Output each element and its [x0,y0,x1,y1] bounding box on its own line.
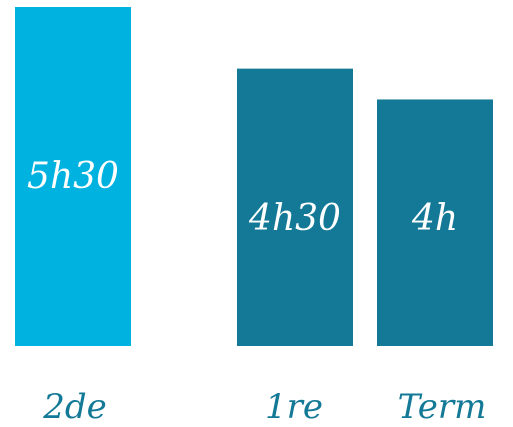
bar-term [377,99,493,346]
value-labels-group: 5h30 4h30 4h [27,156,458,239]
data-label-2de: 5h30 [27,156,119,197]
category-labels-group: 2de 1re Term [42,387,486,427]
bar-1re [237,68,353,347]
category-label-2de: 2de [42,387,107,427]
category-label-term: Term [398,387,487,427]
category-label-1re: 1re [265,387,323,427]
data-label-term: 4h [411,198,458,239]
data-label-1re: 4h30 [248,198,341,239]
bar-2de [15,7,131,346]
bars-group [15,7,493,347]
